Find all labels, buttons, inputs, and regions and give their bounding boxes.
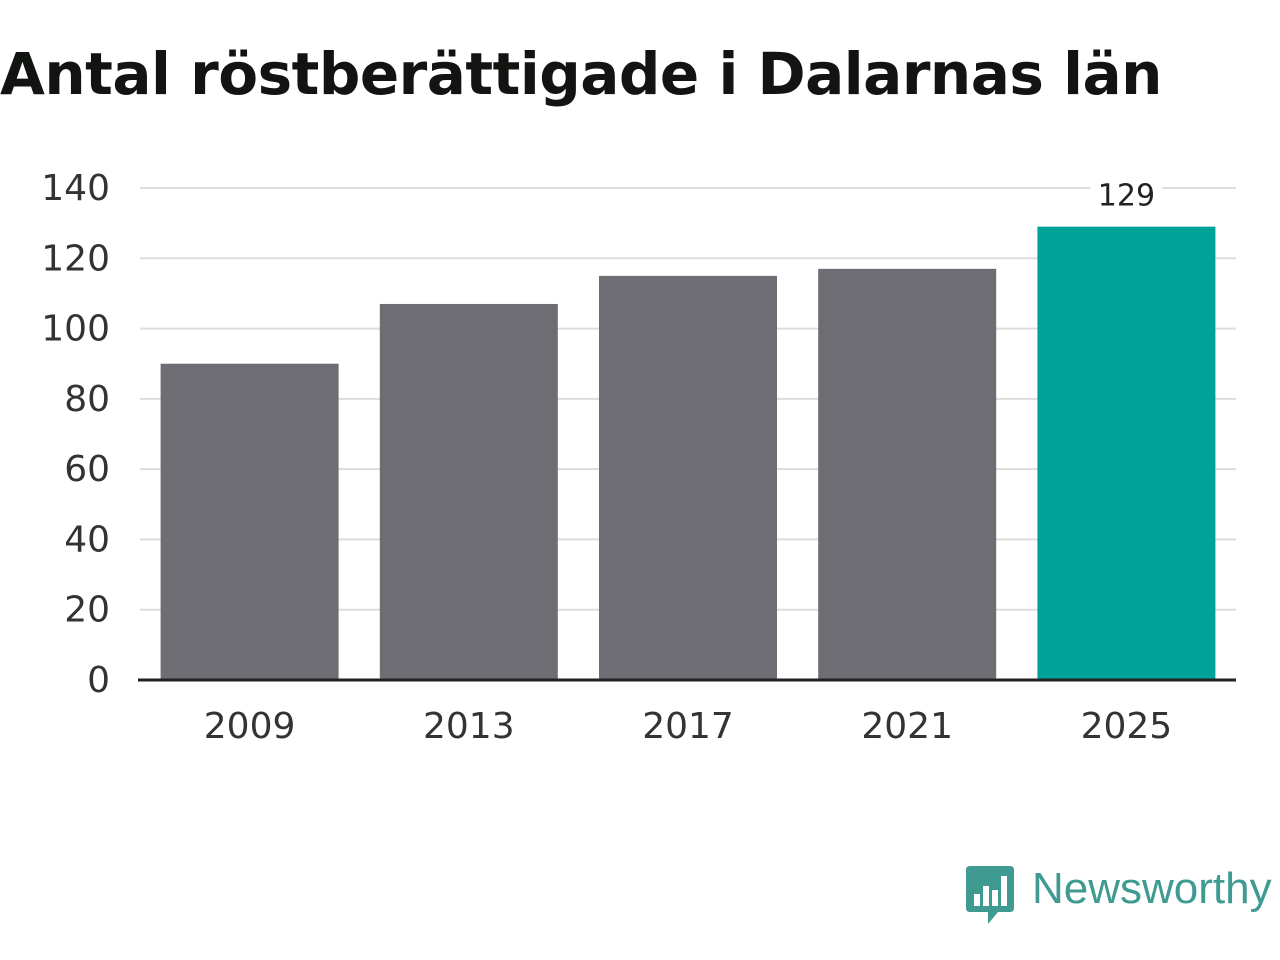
y-tick-label: 120: [41, 238, 110, 279]
logo-text: Newsworthy: [1032, 864, 1272, 913]
y-tick-label: 80: [64, 379, 110, 420]
bar-2009: [160, 363, 339, 680]
y-tick-label: 20: [64, 590, 110, 631]
data-label-background: [1090, 176, 1163, 213]
bars: [160, 226, 1216, 680]
y-tick-label: 0: [87, 660, 110, 701]
bar-2013: [379, 303, 558, 680]
bar-2021: [818, 268, 997, 680]
bar-2025: [1037, 226, 1216, 680]
y-tick-label: 40: [64, 519, 110, 560]
x-tick-label: 2013: [423, 706, 515, 747]
x-tick-label: 2017: [642, 706, 734, 747]
x-tick-label: 2021: [861, 706, 953, 747]
x-axis-ticks: 2009 2013 2017 2021 2025: [204, 706, 1172, 747]
data-labels: 129: [1090, 176, 1163, 214]
x-tick-label: 2009: [204, 706, 296, 747]
y-axis-ticks: 0 20 40 60 80 100 120 140: [41, 168, 110, 701]
y-tick-label: 100: [41, 309, 110, 350]
newsworthy-logo: Newsworthy: [964, 864, 1272, 928]
newsworthy-logo-icon: [966, 866, 1014, 924]
y-tick-label: 140: [41, 168, 110, 209]
y-tick-label: 60: [64, 449, 110, 490]
x-tick-label: 2025: [1081, 706, 1173, 747]
data-label: 129: [1098, 179, 1155, 214]
bar-2017: [599, 275, 777, 680]
chart-title: Antal röstberättigade i Dalarnas län: [0, 40, 1162, 108]
